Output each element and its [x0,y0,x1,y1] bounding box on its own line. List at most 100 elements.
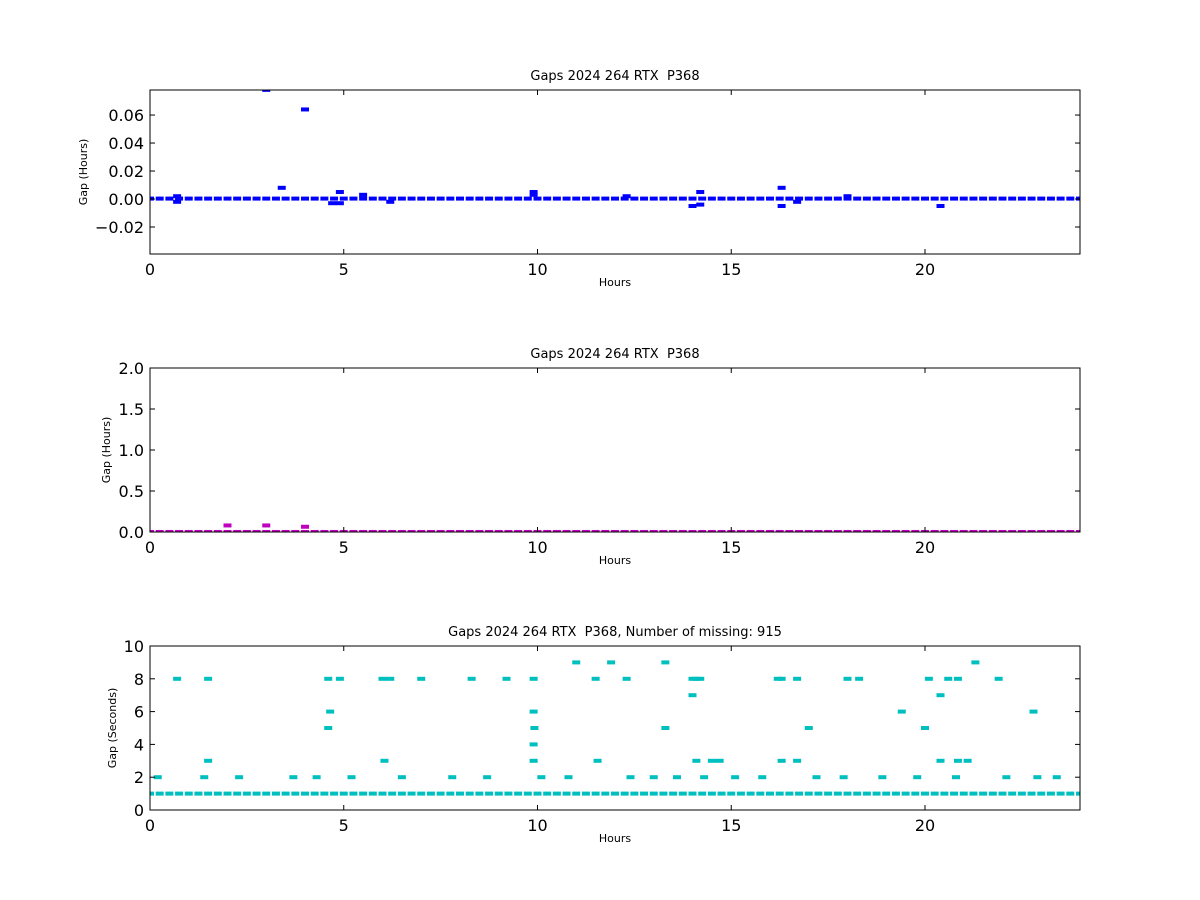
y-tick-label: −0.02 [95,218,144,237]
point [581,196,590,201]
point [1056,196,1065,201]
point [175,196,184,201]
point [523,791,532,796]
point [543,529,552,532]
point [707,758,716,763]
point [930,529,939,532]
point [368,196,377,201]
point [242,529,251,532]
point [155,529,164,532]
point [262,791,271,796]
point [213,196,222,201]
point [581,529,590,532]
point [1027,529,1036,532]
point [959,196,968,201]
point [640,529,649,532]
point [456,529,464,532]
point [855,676,864,681]
point [707,791,716,796]
point [446,529,455,532]
point [669,196,678,201]
point [998,791,1007,796]
point [335,190,344,195]
point [649,196,658,201]
y-tick-label: 0.0 [119,523,144,542]
point [204,196,213,201]
x-tick-label: 15 [721,260,741,279]
point [930,196,939,201]
point [397,196,406,201]
point [330,529,339,532]
point [736,791,745,796]
point [150,529,154,532]
point [717,529,726,532]
point [746,791,755,796]
point [483,775,492,780]
point [194,196,203,201]
point [897,709,906,714]
point [707,196,716,201]
point [940,791,949,796]
x-tick-label: 20 [915,260,935,279]
point [213,529,222,532]
point [678,196,687,201]
point [310,529,319,532]
axes-frame [149,89,1081,255]
point [335,676,344,681]
point [165,791,174,796]
point [1029,709,1038,714]
point [862,196,871,201]
y-axis-label: Gap (Hours) [77,139,90,206]
point [953,676,962,681]
point [359,196,368,201]
point [262,523,271,528]
point [804,196,813,201]
point [271,791,280,796]
point [669,791,678,796]
point [736,529,745,532]
point [530,726,539,730]
point [696,202,705,207]
point [731,775,740,780]
point [593,758,602,763]
point [330,791,339,796]
point [523,196,532,201]
point [649,775,658,780]
point [502,676,511,681]
point [607,660,616,665]
point [1017,196,1026,201]
point [552,529,561,532]
point [775,196,784,201]
point [301,524,309,529]
point [349,791,358,796]
y-tick-label: 10 [124,637,144,656]
y-axis-label: Gap (Hours) [100,417,113,484]
point [223,523,232,528]
point [204,676,213,681]
point [998,529,1007,532]
point [252,791,261,796]
point [843,791,852,796]
point [223,196,232,201]
point [277,185,286,190]
point [777,676,786,681]
point [335,201,344,206]
point [537,775,546,780]
point [804,791,813,796]
y-tick-label: 0.00 [108,190,144,209]
point [878,775,887,780]
point [804,529,813,532]
point [862,529,871,532]
point [417,196,426,201]
point [622,194,631,199]
point [785,529,794,532]
point [814,196,823,201]
point [494,529,503,532]
point [504,196,513,201]
point [529,758,538,763]
point [1017,529,1026,532]
point [1056,791,1065,796]
point [1066,196,1075,201]
